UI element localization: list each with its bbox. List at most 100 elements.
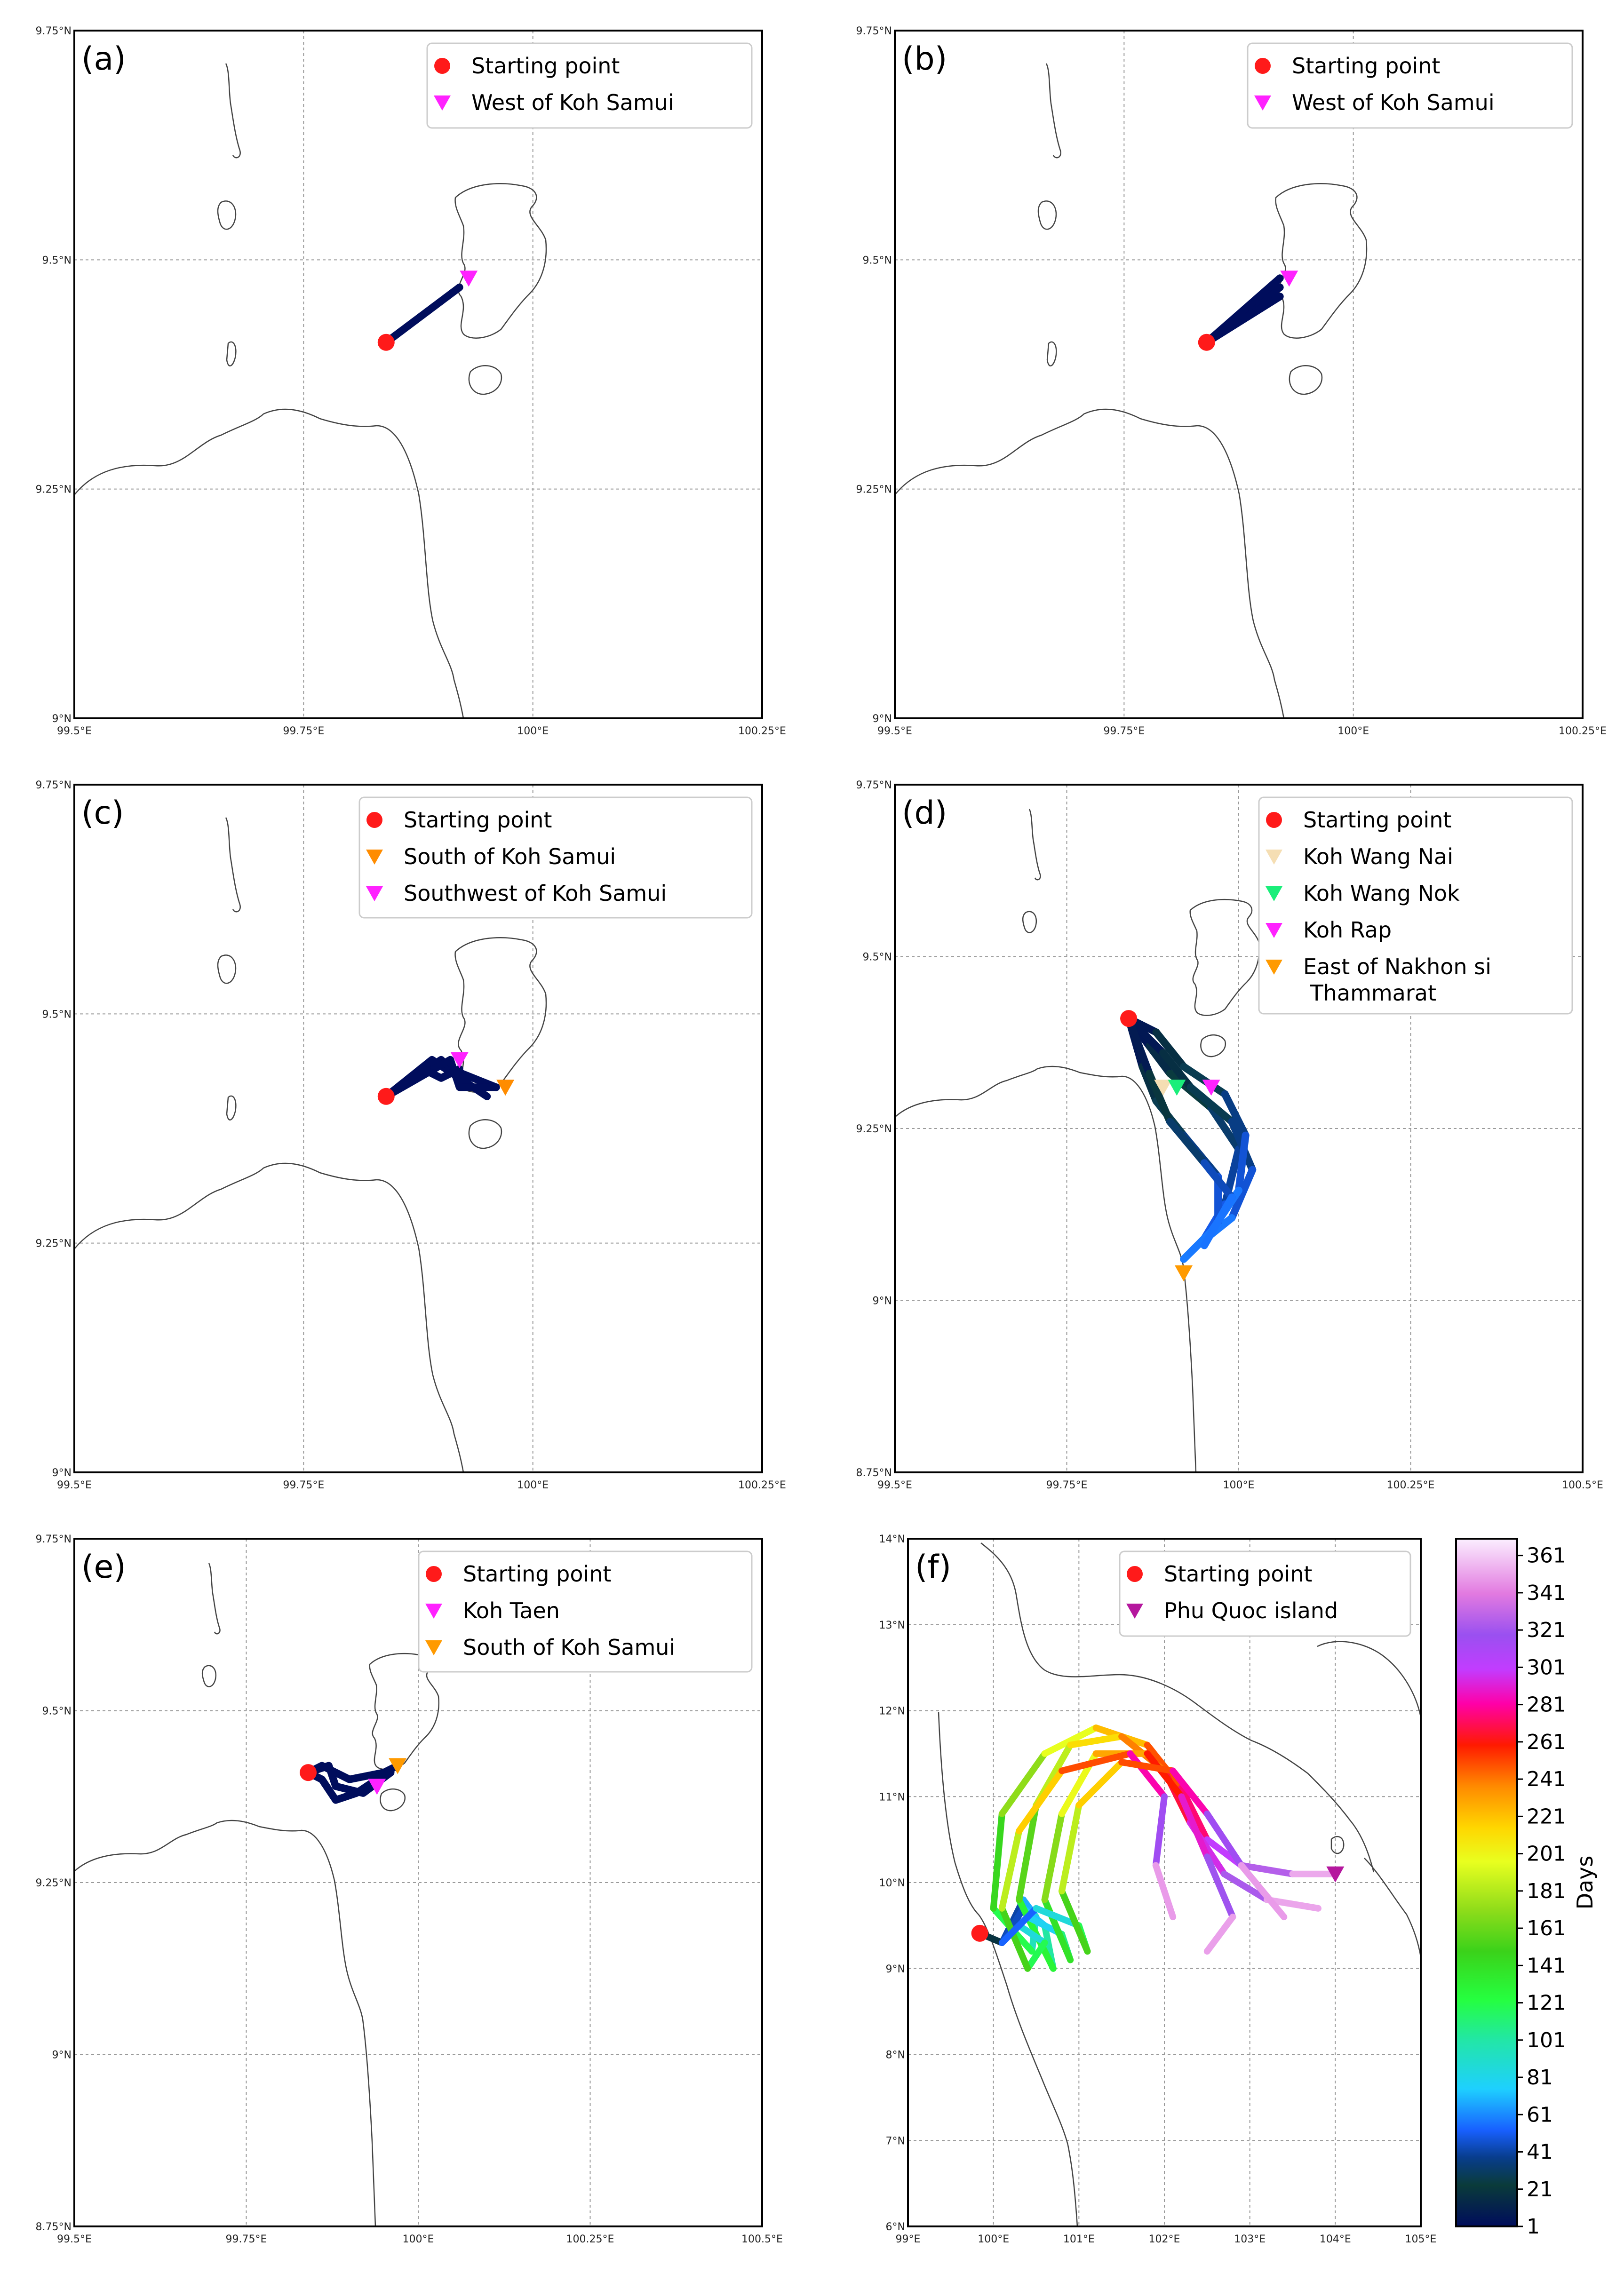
trajectory-segment (1145, 1042, 1174, 1078)
colorbar-tick-label: 81 (1527, 2066, 1553, 2090)
endpoint-marker (1168, 1080, 1186, 1096)
legend-marker (1255, 58, 1271, 74)
koh-taen-coastline (1289, 365, 1323, 395)
trajectory-segment (1145, 1070, 1174, 1126)
trajectory-segment (1041, 1810, 1065, 1903)
trajectory-segment (998, 1905, 1031, 1972)
y-tick-label: 8°N (886, 2050, 905, 2061)
trajectory-segment (1127, 1750, 1168, 1800)
y-tick-label: 9.5°N (42, 1009, 72, 1020)
legend-marker (366, 850, 383, 865)
panel-e: 99.5°E 99.75°E 100°E 100.25°E 100.5°E 8.75°N… (36, 1534, 783, 2245)
trajectory-segment (1186, 1083, 1236, 1126)
koh-taen-coastline (468, 1119, 502, 1149)
panel-b-legend: Starting point West of Koh Samui (1247, 42, 1573, 129)
panel-e-markers (300, 1758, 407, 1795)
panel-c: 99.5°E 99.75°E 100°E 100.25°E 9°N 9.25°N 9.5°… (36, 779, 786, 1491)
legend-label: Koh Wang Nok (1303, 881, 1460, 906)
panel-c-x-ticks: 99.5°E 99.75°E 100°E 100.25°E (57, 1479, 786, 1491)
panel-c-legend-items: Starting point South of Koh Samui Southwes… (366, 807, 667, 906)
y-tick-label: 9.5°N (863, 952, 892, 963)
panel-f-legend: Starting point Phu Quoc island (1119, 1550, 1411, 1637)
islet-coastline (217, 200, 237, 230)
trajectory-segment (1178, 1793, 1210, 1860)
trajectory-segment (1144, 1750, 1185, 1800)
panel-f-x-ticks: 99°E 100°E 101°E 102°E 103°E 104°E 105°E (896, 2233, 1437, 2245)
panel-d-label: (d) (902, 795, 947, 832)
starting-point-marker (300, 1764, 317, 1781)
panel-b-frame (894, 30, 1584, 719)
x-tick-label: 99.75°E (283, 1479, 324, 1491)
trajectory-segment (1059, 1888, 1091, 1955)
koh-samui-coastline (1189, 899, 1260, 1016)
panel-a-background (74, 31, 762, 718)
colorbar-tick-label: 281 (1527, 1693, 1566, 1717)
legend-label: Starting point (1303, 807, 1451, 833)
trajectory-segment (1059, 1750, 1134, 1774)
x-tick-label: 105°E (1405, 2233, 1437, 2245)
panel-a-markers (377, 270, 478, 351)
trajectory-segment (1178, 1784, 1210, 1843)
y-tick-label: 9.25°N (856, 1123, 892, 1135)
legend-marker (425, 1604, 442, 1619)
northern-gulf-coastline (980, 1542, 1375, 1873)
x-tick-label: 100°E (517, 725, 549, 737)
y-tick-label: 9.25°N (856, 484, 892, 496)
x-tick-label: 99.5°E (57, 725, 92, 737)
trajectory-segment (1200, 1159, 1236, 1201)
starting-point-marker (971, 1924, 988, 1942)
panel-b: 99.5°E 99.75°E 100°E 100.25°E 9°N 9.25°N 9.5°… (856, 25, 1607, 737)
northern-islets-coastline (208, 1563, 221, 1635)
panel-f-frame (907, 1538, 1422, 2227)
x-tick-label: 100°E (1223, 1479, 1255, 1491)
legend-label: Starting point (463, 1561, 611, 1587)
cambodia-coastline (1317, 1641, 1422, 1717)
x-tick-label: 104°E (1320, 2233, 1351, 2245)
x-tick-label: 99°E (896, 2233, 921, 2245)
panel-e-label: (e) (81, 1549, 126, 1586)
trajectory-segment (998, 1828, 1023, 1912)
panel-f-coastline (938, 1542, 1422, 2227)
panel-a-y-ticks: 9°N 9.25°N 9.5°N 9.75°N (36, 25, 72, 725)
trajectory-segment (1235, 1131, 1250, 1194)
trajectory-segment (1016, 1802, 1040, 1903)
colorbar-tick-label: 261 (1527, 1730, 1566, 1754)
small-islet-coastline (226, 341, 237, 366)
panel-b-trajectories (1202, 274, 1284, 346)
x-tick-label: 100°E (403, 2233, 434, 2245)
x-tick-label: 100.25°E (566, 2233, 614, 2245)
legend-marker (366, 886, 383, 901)
trajectory-segment (1152, 1028, 1188, 1071)
panel-e-frame (73, 1538, 763, 2227)
endpoint-marker (368, 1779, 386, 1795)
x-tick-label: 100.5°E (1562, 1479, 1603, 1491)
legend-marker (1254, 95, 1271, 111)
trajectory-segment (1170, 1767, 1210, 1817)
y-tick-label: 9.25°N (36, 1238, 72, 1250)
legend-label: Starting point (1164, 1561, 1312, 1587)
legend-marker (1126, 1604, 1143, 1619)
legend-label: Southwest of Koh Samui (404, 881, 667, 906)
y-tick-label: 9.75°N (36, 779, 72, 791)
panel-c-frame (73, 784, 763, 1473)
trajectory-segment (1166, 1118, 1208, 1167)
panel-a-label: (a) (81, 40, 126, 78)
colorbar-tick-label: 161 (1527, 1916, 1566, 1940)
legend-label: Phu Quoc island (1164, 1598, 1338, 1623)
x-tick-label: 99.75°E (226, 2233, 267, 2245)
trajectory-segment (1041, 1725, 1099, 1757)
trajectory-segment (990, 1810, 1005, 1912)
endpoint-marker (496, 1080, 515, 1096)
panel-e-x-ticks: 99.5°E 99.75°E 100°E 100.25°E 100.5°E (57, 2233, 783, 2245)
colorbar-tick-label: 201 (1527, 1842, 1566, 1866)
legend-label: Koh Rap (1303, 917, 1392, 943)
panel-d-markers (1120, 1010, 1220, 1282)
panel-b-x-ticks: 99.5°E 99.75°E 100°E 100.25°E (877, 725, 1607, 737)
y-tick-label: 9.75°N (856, 779, 892, 791)
trajectory-segment (1203, 1810, 1245, 1869)
trajectory-segment (1075, 1759, 1125, 1809)
y-tick-label: 8.75°N (856, 1467, 892, 1479)
panel-f-y-ticks: 6°N 7°N 8°N 9°N 10°N 11°N 12°N 13°N 14°N (879, 1534, 905, 2233)
panel-d-legend-items: Starting point Koh Wang Nai Koh Wang Nok Ko… (1266, 807, 1491, 1006)
x-tick-label: 100.25°E (1559, 725, 1607, 737)
